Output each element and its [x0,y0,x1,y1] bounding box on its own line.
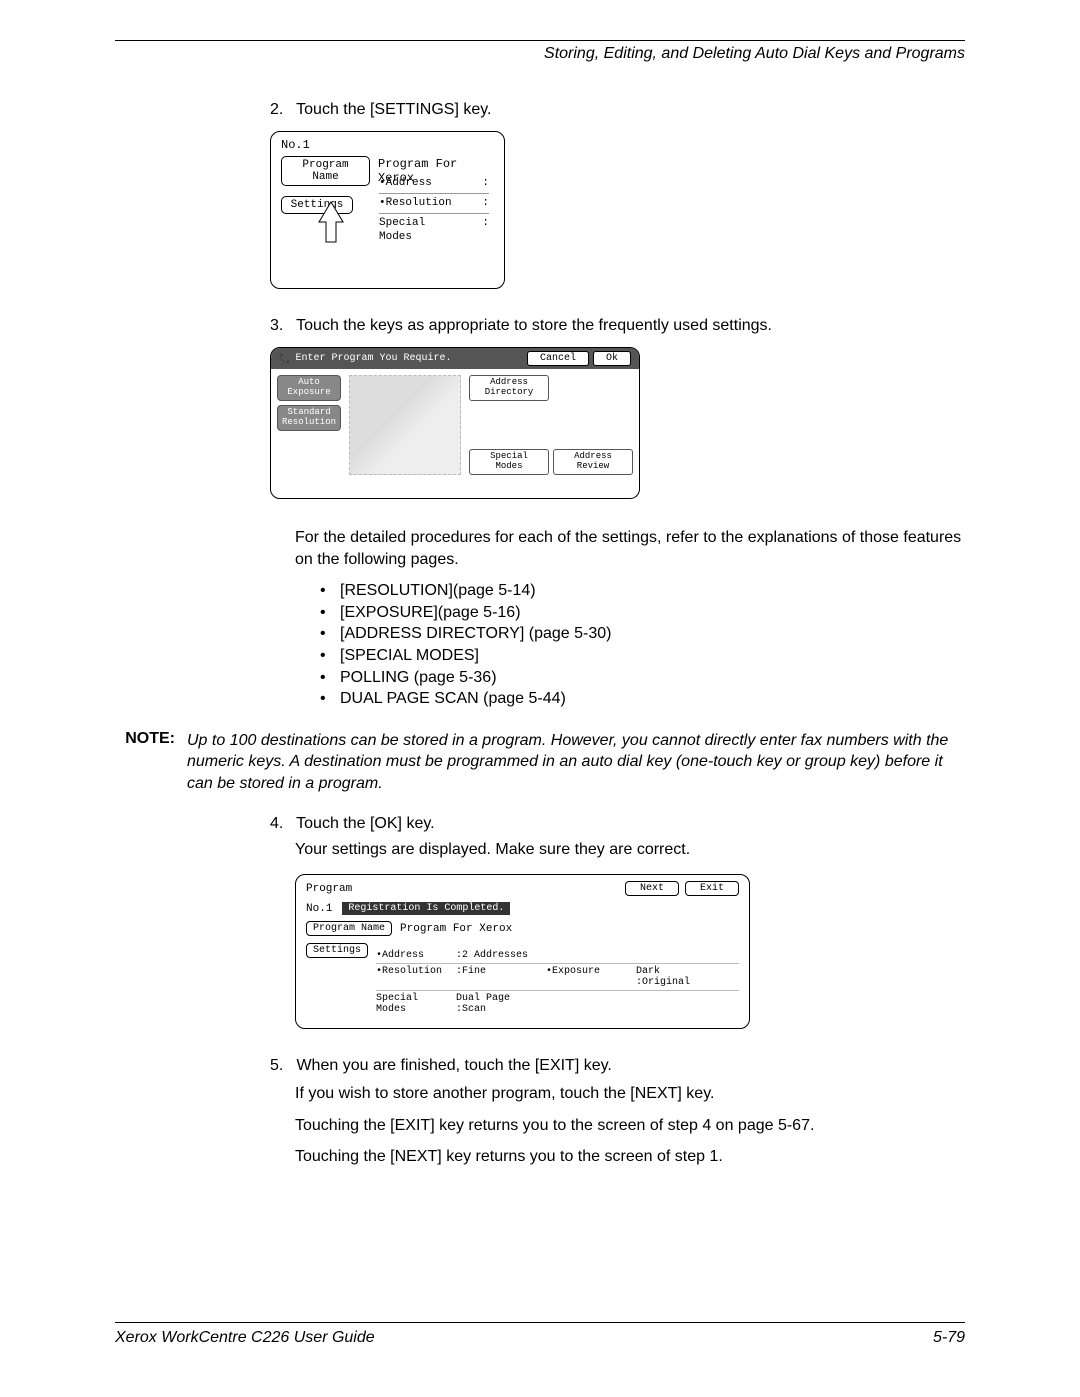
special-text: Special [379,217,425,229]
settings-button[interactable]: Settings [306,943,368,958]
l: Dark [636,966,660,977]
address-label: •Address [376,948,456,963]
l: :Scan [456,1004,486,1015]
note-body: Up to 100 destinations can be stored in … [187,730,965,795]
special-modes-button[interactable]: Special Modes [469,449,549,475]
auto-exposure-tab[interactable]: Auto Exposure [277,375,341,401]
step-num: 5. [270,1057,292,1075]
resolution-label: •Resolution [376,964,456,990]
figure-settings-panel: No.1 Program Name Program For Xerox Sett… [270,131,505,289]
step-text: When you are finished, touch the [EXIT] … [296,1057,611,1074]
header-text: Storing, Editing, and Deleting Auto Dial… [115,45,965,63]
step-2: 2. Touch the [SETTINGS] key. [270,101,965,119]
special-modes-value: Dual Page :Scan [456,991,546,1017]
resolution-value: :Fine [456,964,546,990]
colon: : [482,217,489,243]
step4-text2: Your settings are displayed. Make sure t… [295,839,965,861]
footer-right: 5-79 [933,1329,965,1347]
cursor-arrow-icon [317,200,345,254]
step-text: Touch the [SETTINGS] key. [296,101,491,118]
l: Modes [376,1004,406,1015]
resolution-label: •Resolution [379,197,452,210]
next-button[interactable]: Next [625,881,679,896]
topbar-title: Enter Program You Require. [295,353,451,364]
feature-bullets: [RESOLUTION](page 5-14) [EXPOSURE](page … [320,580,965,710]
step-num: 3. [270,317,292,335]
l: Special [376,993,418,1004]
fig2-right-buttons: Address Directory Special Modes Address … [469,375,633,475]
address-review-button[interactable]: Address Review [553,449,633,475]
standard-resolution-tab[interactable]: Standard Resolution [277,405,341,431]
program-name-button[interactable]: Program Name [306,921,392,936]
header-rule [115,40,965,41]
bullet-polling: POLLING (page 5-36) [320,667,965,689]
footer-rule [115,1322,965,1323]
l: Dual Page [456,993,510,1004]
l: Address [490,377,528,387]
exit-button[interactable]: Exit [685,881,739,896]
fig3-no: No.1 [306,903,332,915]
l: Auto [298,377,320,387]
figure-registration-complete: Program Next Exit No.1 Registration Is C… [295,874,750,1029]
step-text: Touch the keys as appropriate to store t… [296,317,772,334]
program-label: Program [306,883,352,895]
fig1-no: No.1 [281,138,494,152]
page-footer: Xerox WorkCentre C226 User Guide 5-79 [115,1322,965,1347]
step-num: 4. [270,815,292,833]
bullet-special-modes: [SPECIAL MODES] [320,645,965,667]
printer-illustration [349,375,461,475]
bullet-resolution: [RESOLUTION](page 5-14) [320,580,965,602]
step-text: Touch the [OK] key. [296,815,434,832]
status-badge: Registration Is Completed. [342,902,510,915]
address-directory-button[interactable]: Address Directory [469,375,549,401]
colon: : [482,177,489,190]
modes-text: Modes [379,231,412,243]
footer-left: Xerox WorkCentre C226 User Guide [115,1329,375,1347]
bullet-exposure: [EXPOSURE](page 5-16) [320,602,965,624]
address-value: :2 Addresses [456,948,546,963]
program-name-button[interactable]: Program Name [281,156,370,186]
figure-enter-program: 📞 Enter Program You Require. Cancel Ok A… [270,347,640,499]
l: Standard [287,407,330,417]
cancel-button[interactable]: Cancel [527,351,589,366]
ok-button[interactable]: Ok [593,351,631,366]
e [546,948,636,963]
note-block: NOTE: Up to 100 destinations can be stor… [115,730,965,795]
step-5: 5. When you are finished, touch the [EXI… [270,1057,965,1075]
bullet-dual-page-scan: DUAL PAGE SCAN (page 5-44) [320,688,965,710]
step-3: 3. Touch the keys as appropriate to stor… [270,317,965,335]
phone-icon: 📞 [279,353,291,365]
fig2-left-tabs: Auto Exposure Standard Resolution [277,375,341,475]
special-modes-label: Special Modes [376,991,456,1017]
step5-l3: Touching the [EXIT] key returns you to t… [295,1115,965,1137]
program-value: Program For Xerox [400,923,512,935]
e [636,948,726,963]
l: Exposure [287,387,330,397]
note-label: NOTE: [115,730,175,795]
l: Resolution [282,417,336,427]
step5-l2: If you wish to store another program, to… [295,1083,965,1105]
page-content: Storing, Editing, and Deleting Auto Dial… [115,40,965,1337]
e [636,991,726,1017]
step-4: 4. Touch the [OK] key. [270,815,965,833]
exposure-label: •Exposure [546,964,636,990]
bullet-address-directory: [ADDRESS DIRECTORY] (page 5-30) [320,623,965,645]
exposure-value: Dark :Original [636,964,726,990]
fig1-list: •Address : •Resolution : Special Modes : [379,174,489,247]
detail-paragraph: For the detailed procedures for each of … [295,527,965,570]
l: :Original [636,977,690,988]
step-num: 2. [270,101,292,119]
e [546,991,636,1017]
fig2-topbar: 📞 Enter Program You Require. Cancel Ok [271,348,639,369]
special-modes-label: Special Modes [379,217,425,243]
colon: : [482,197,489,210]
step5-l4: Touching the [NEXT] key returns you to t… [295,1146,965,1168]
address-label: •Address [379,177,432,190]
l: Directory [485,387,534,397]
